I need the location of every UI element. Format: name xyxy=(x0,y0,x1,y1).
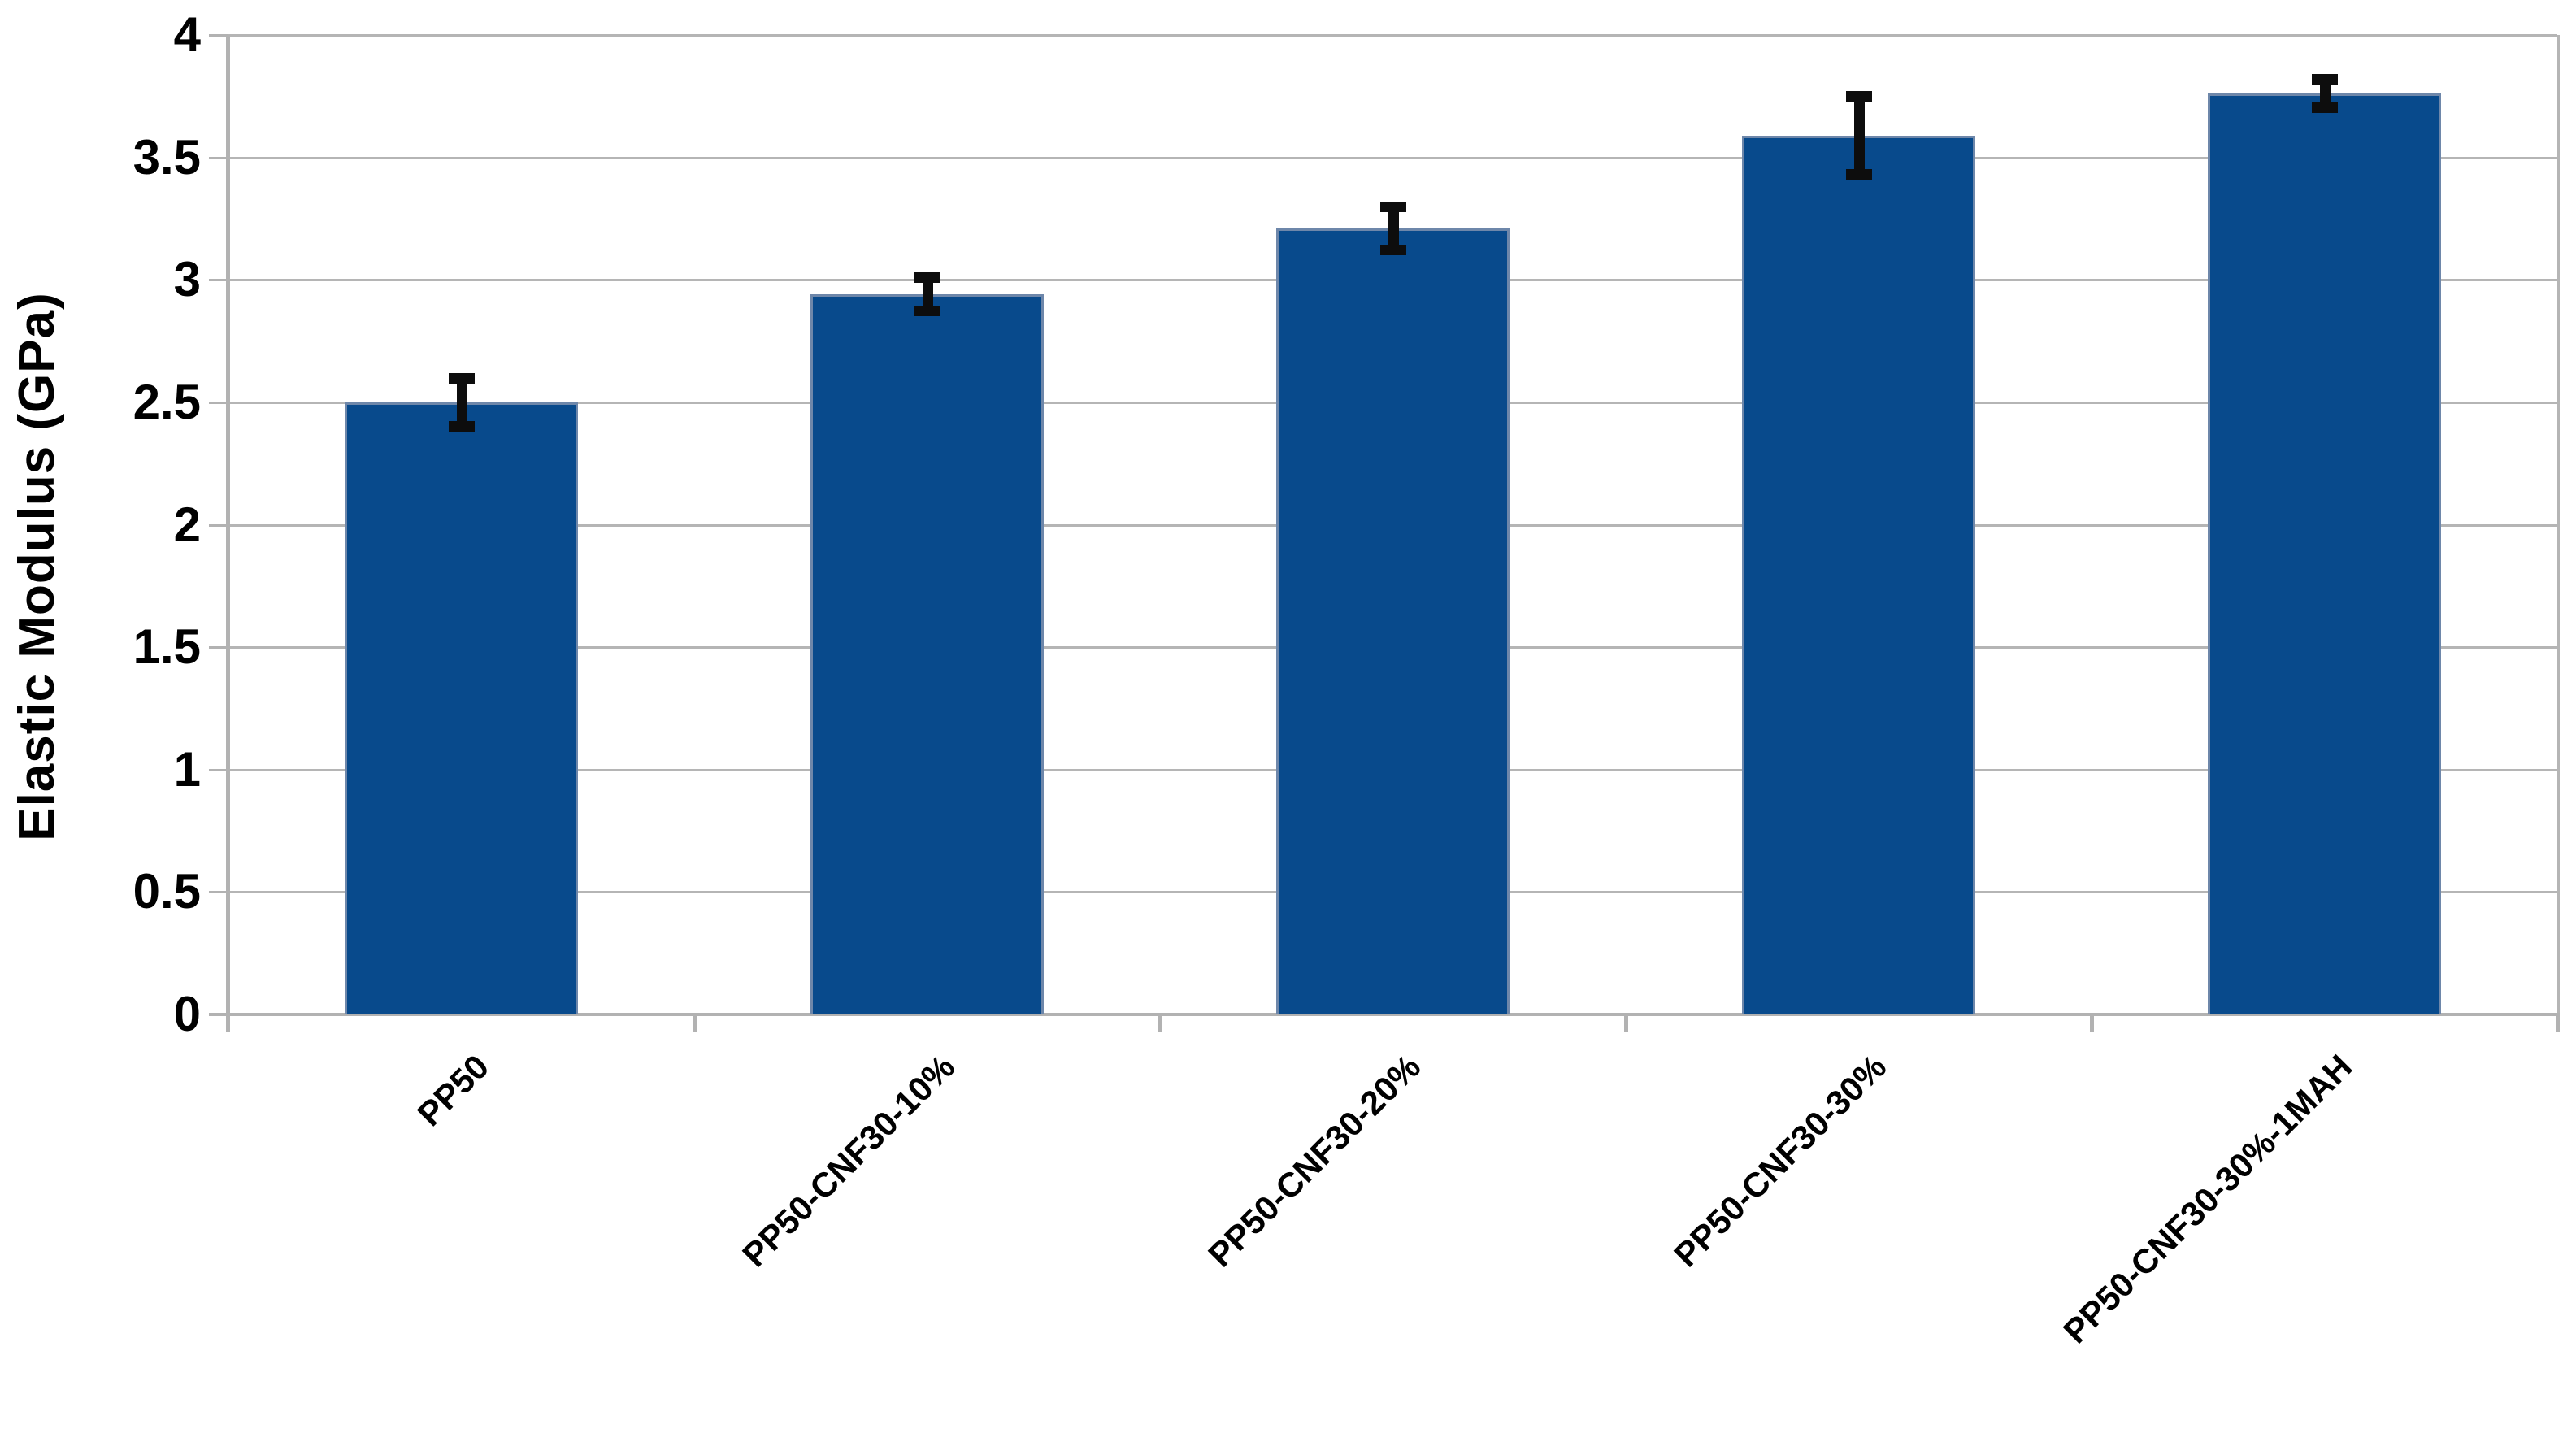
y-axis-tick xyxy=(209,34,228,37)
x-tick-label: PP50-CNF30-10% xyxy=(734,1047,962,1275)
y-tick-label: 1 xyxy=(173,741,201,797)
bar xyxy=(1742,135,1975,1014)
y-tick-label: 3 xyxy=(173,252,201,307)
bar xyxy=(2208,93,2441,1014)
x-tick-label: PP50-CNF30-30% xyxy=(1666,1047,1894,1275)
error-bar-bottom-cap xyxy=(914,306,940,317)
error-bar-line xyxy=(922,272,933,317)
y-axis-title: Elastic Modulus (GPa) xyxy=(9,292,65,841)
x-tick-label: PP50-CNF30-30%-1MAH xyxy=(2055,1047,2360,1351)
x-axis-tick xyxy=(693,1014,697,1032)
error-bar-line xyxy=(1853,91,1865,180)
error-bar-bottom-cap xyxy=(1379,245,1406,256)
y-tick-label: 2.5 xyxy=(132,374,201,429)
x-axis-tick xyxy=(2556,1014,2560,1032)
error-bar-bottom-cap xyxy=(2311,102,2338,114)
bar xyxy=(1276,228,1510,1014)
plot-right-border xyxy=(2557,35,2560,1014)
bar xyxy=(345,402,578,1014)
x-tick-label: PP50 xyxy=(410,1047,497,1134)
y-axis-tick xyxy=(209,646,228,649)
x-tick-label: PP50-CNF30-20% xyxy=(1200,1047,1428,1275)
y-tick-label: 0.5 xyxy=(132,864,201,919)
y-axis-tick xyxy=(209,279,228,282)
x-axis-tick xyxy=(1158,1014,1162,1032)
error-bar-top-cap xyxy=(448,372,475,384)
error-bar-top-cap xyxy=(914,272,940,284)
y-axis-tick xyxy=(209,401,228,404)
error-bar-line xyxy=(456,372,467,432)
y-axis-tick xyxy=(209,891,228,894)
y-axis-tick xyxy=(209,523,228,527)
y-tick-label: 1.5 xyxy=(132,619,201,675)
error-bar-top-cap xyxy=(2311,74,2338,85)
y-gridline xyxy=(228,156,2557,159)
error-bar-line xyxy=(1388,201,1399,256)
error-bar-bottom-cap xyxy=(1845,168,1872,180)
y-axis-tick xyxy=(209,156,228,159)
y-axis-tick xyxy=(209,768,228,771)
y-tick-label: 0 xyxy=(173,987,201,1041)
y-gridline xyxy=(228,34,2557,37)
x-axis-tick xyxy=(2090,1014,2094,1032)
y-tick-label: 3.5 xyxy=(132,129,201,185)
y-axis-line xyxy=(226,35,230,1032)
x-axis-line xyxy=(209,1013,2560,1016)
bar xyxy=(810,294,1044,1014)
x-axis-tick xyxy=(1624,1014,1628,1032)
error-bar-top-cap xyxy=(1379,201,1406,212)
error-bar-top-cap xyxy=(1845,91,1872,102)
y-tick-label: 2 xyxy=(173,497,201,552)
y-tick-label: 4 xyxy=(173,7,201,62)
error-bar-bottom-cap xyxy=(448,421,475,432)
